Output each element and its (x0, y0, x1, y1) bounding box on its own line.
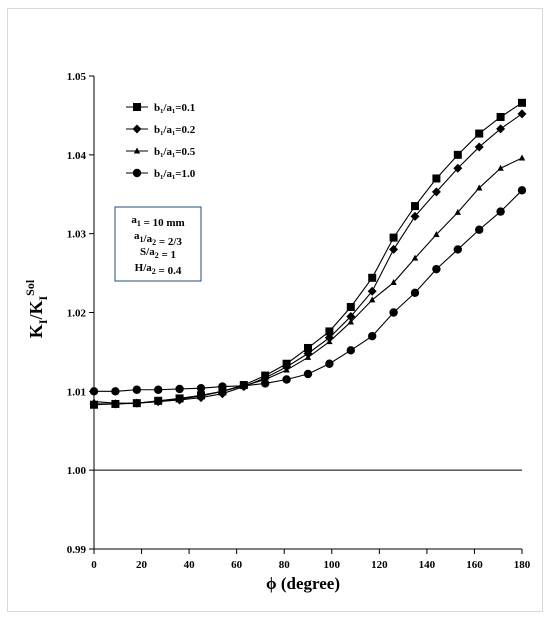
data-point-triangle (433, 230, 440, 237)
y-tick-label: 1.02 (67, 308, 87, 320)
parameter-text: S/a2 = 1 (140, 246, 176, 261)
data-point-triangle (133, 399, 140, 406)
legend-label: b₁/a₁=0.2 (154, 124, 196, 136)
x-tick-label: 100 (324, 559, 341, 571)
data-point-circle (196, 383, 206, 393)
data-point-diamond (367, 286, 377, 296)
data-point-circle (432, 264, 441, 274)
data-point-triangle (90, 398, 98, 405)
y-tick-label: 1.04 (67, 150, 87, 162)
x-tick-label: 20 (136, 559, 148, 571)
data-point-triangle (497, 164, 504, 171)
parameter-text: H/a2 = 0.4 (135, 262, 182, 277)
data-point-diamond (517, 109, 527, 119)
chart-canvas: 0.99 1.00 1.01 1.02 1.03 1.04 1.05 0 20 40 60 80 100… (23, 71, 531, 593)
data-point-diamond (496, 124, 506, 134)
y-tick-label: 1.00 (67, 465, 87, 477)
parameter-text: a1 = 10 mm (131, 214, 184, 229)
legend-label: b₁/a₁=0.5 (154, 146, 196, 158)
data-point-circle (218, 382, 227, 391)
data-point-square (411, 202, 419, 211)
data-point-square (496, 112, 505, 121)
y-tick-label: 1.05 (67, 71, 87, 83)
data-point-circle (132, 385, 141, 394)
data-point-circle (475, 225, 484, 234)
series-circle (89, 186, 527, 396)
x-axis-title: ϕ (degree) (266, 574, 340, 593)
data-point-triangle (176, 395, 183, 402)
y-axis-title: KI/KISol (23, 279, 50, 338)
parameter-box-border (114, 206, 202, 282)
data-point-triangle (411, 254, 419, 261)
data-point-circle (303, 369, 313, 379)
data-point-circle (325, 359, 334, 368)
x-tick-label: 180 (514, 559, 531, 571)
data-point-circle (154, 385, 163, 394)
data-point-triangle (283, 366, 290, 373)
data-point-diamond (453, 163, 463, 173)
data-point-circle (175, 384, 184, 394)
data-point-triangle (304, 353, 312, 360)
data-point-triangle (112, 399, 119, 406)
data-point-circle (496, 207, 505, 216)
data-point-diamond (346, 311, 356, 321)
data-point-triangle (454, 208, 461, 215)
data-point-triangle (347, 318, 354, 325)
data-point-triangle (518, 154, 526, 161)
data-point-triangle (133, 147, 141, 154)
data-point-circle (111, 387, 120, 396)
data-point-triangle (197, 392, 205, 399)
data-point-diamond (132, 124, 142, 134)
data-point-diamond (474, 142, 484, 152)
data-point-square (432, 174, 441, 183)
data-point-square (475, 129, 484, 138)
chart-frame: 0.99 1.00 1.01 1.02 1.03 1.04 1.05 0 20 40 60 80 100… (7, 8, 543, 612)
data-point-circle (89, 387, 99, 396)
data-point-circle (517, 186, 527, 195)
data-point-diamond (410, 211, 420, 221)
data-point-square (133, 103, 141, 111)
x-tick-label: 140 (419, 559, 436, 571)
x-tick-label: 0 (91, 559, 97, 571)
data-point-circle (368, 331, 377, 341)
data-point-circle (132, 168, 142, 178)
y-tick-label: 0.99 (67, 544, 87, 556)
y-tick-label: 1.03 (67, 229, 87, 241)
legend-label: b₁/a₁=0.1 (154, 102, 195, 114)
legend: b₁/a₁=0.1 b₁/a₁=0.2 b₁/a₁=0.5 b₁/a₁=1.0 (126, 102, 196, 180)
x-tick-label: 160 (466, 559, 483, 571)
data-point-circle (239, 381, 248, 391)
data-point-square (325, 327, 334, 336)
parameter-text: a1/a2 = 2/3 (134, 230, 182, 248)
data-point-square (389, 233, 398, 242)
data-point-square (346, 302, 355, 311)
data-point-triangle (326, 338, 333, 345)
data-point-circle (453, 245, 462, 254)
data-point-diamond (389, 244, 399, 254)
data-point-square (453, 150, 462, 159)
data-point-triangle (476, 184, 483, 191)
data-point-square (368, 273, 377, 282)
data-point-circle (346, 346, 355, 355)
data-point-diamond (431, 187, 441, 197)
x-tick-label: 40 (184, 559, 196, 571)
data-point-circle (410, 288, 420, 297)
data-point-triangle (390, 279, 397, 286)
data-point-square (518, 98, 526, 107)
data-point-triangle (369, 296, 376, 303)
x-tick-label: 80 (279, 559, 291, 571)
data-point-triangle (219, 387, 226, 394)
data-point-circle (282, 375, 291, 384)
y-tick-label: 1.01 (67, 386, 86, 398)
x-tick-label: 60 (231, 559, 243, 571)
x-tick-label: 120 (371, 559, 388, 571)
data-point-circle (261, 379, 270, 388)
data-point-triangle (155, 398, 162, 405)
series-triangle (90, 154, 526, 406)
legend-label: b₁/a₁=1.0 (154, 168, 196, 180)
data-point-square (304, 343, 312, 352)
data-point-circle (389, 308, 398, 317)
